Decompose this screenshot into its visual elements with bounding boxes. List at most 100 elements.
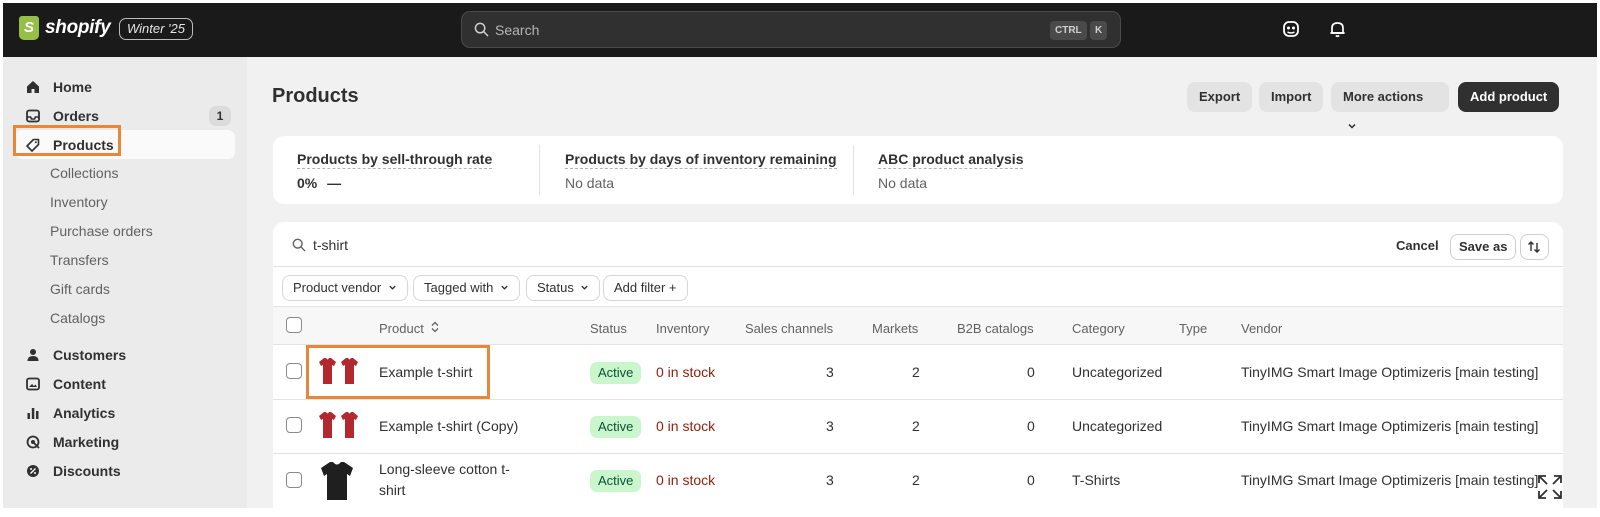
chevron-down-icon — [501, 285, 508, 290]
edition-badge[interactable]: Winter '25 — [119, 18, 193, 40]
category-value: Uncategorized — [1072, 364, 1163, 380]
select-all-checkbox[interactable] — [286, 317, 302, 333]
column-header-type[interactable]: Type — [1179, 321, 1208, 336]
column-header-b2b-catalogs[interactable]: B2B catalogs — [957, 321, 1034, 336]
table-search-query[interactable]: t-shirt — [313, 237, 348, 253]
vendor-value: TinyIMG Smart Image Optimizeris [main te… — [1241, 418, 1539, 434]
filter-product-vendor[interactable]: Product vendor — [282, 275, 408, 301]
highlight-example-tshirt — [306, 345, 490, 399]
image-icon — [25, 376, 41, 392]
save-as-button[interactable]: Save as — [1450, 234, 1517, 260]
red-tshirts-thumbnail — [319, 412, 358, 438]
sidebar-label: Customers — [53, 346, 127, 363]
divider — [273, 399, 1563, 400]
divider — [273, 266, 1563, 267]
metric-title-days-inventory[interactable]: Products by days of inventory remaining — [565, 151, 837, 169]
row-checkbox[interactable] — [286, 363, 302, 379]
cancel-button[interactable]: Cancel — [1396, 238, 1439, 253]
product-name[interactable]: Example t-shirt (Copy) — [379, 418, 519, 434]
import-button[interactable]: Import — [1259, 82, 1324, 112]
sidebar-item-discounts[interactable]: Discounts — [15, 456, 235, 485]
column-header-markets[interactable]: Markets — [872, 321, 919, 336]
filter-tagged-with[interactable]: Tagged with — [413, 275, 521, 301]
filter-label: Product vendor — [293, 280, 382, 295]
sidebar-label: Home — [53, 78, 92, 95]
status-badge: Active — [590, 416, 642, 438]
add-filter-button[interactable]: Add filter + — [603, 275, 688, 301]
sidebar: Home Orders 1 Products Collections Inven… — [3, 57, 247, 508]
add-product-button[interactable]: Add product — [1458, 82, 1560, 112]
search-bar[interactable]: Search CTRL K — [461, 11, 1121, 48]
chevron-down-icon — [1348, 123, 1356, 129]
shortcut-k: K — [1090, 21, 1108, 40]
inventory-value: 0 in stock — [656, 472, 716, 488]
column-header-inventory[interactable]: Inventory — [656, 321, 710, 336]
sidebar-label: Analytics — [53, 404, 116, 421]
b2b-catalogs-value: 0 — [1027, 472, 1035, 488]
inventory-value: 0 in stock — [656, 364, 716, 380]
column-header-sales-channels[interactable]: Sales channels — [745, 321, 834, 336]
sidebar-item-marketing[interactable]: Marketing — [15, 427, 235, 456]
sidebar-label: Products — [53, 136, 114, 153]
sort-button[interactable] — [1520, 234, 1549, 260]
product-name[interactable]: Example t-shirt — [379, 364, 473, 380]
column-header-vendor[interactable]: Vendor — [1241, 321, 1283, 336]
export-button[interactable]: Export — [1187, 82, 1253, 112]
metric-trend: — — [327, 175, 342, 191]
chevron-down-icon — [389, 285, 396, 290]
metric-divider — [853, 145, 854, 195]
shopify-logo[interactable]: S shopify — [19, 16, 111, 40]
top-bar: S shopify Winter '25 Search CTRL K — [3, 3, 1597, 57]
row-checkbox[interactable] — [286, 472, 302, 488]
search-placeholder: Search — [495, 22, 540, 38]
more-actions-label: More actions — [1343, 89, 1424, 104]
home-icon — [25, 79, 41, 95]
column-header-category[interactable]: Category — [1072, 321, 1125, 336]
metric-divider — [539, 145, 540, 195]
store-icon[interactable] — [1282, 20, 1300, 38]
expand-icon[interactable] — [1536, 473, 1564, 501]
page-title: Products — [272, 85, 359, 107]
category-value: Uncategorized — [1072, 418, 1163, 434]
sidebar-subitem-catalogs[interactable]: Catalogs — [50, 310, 106, 326]
status-badge: Active — [590, 470, 642, 492]
highlight-products-nav — [13, 125, 121, 156]
filter-label: Status — [537, 280, 574, 295]
sort-icon — [431, 321, 439, 333]
sidebar-subitem-gift-cards[interactable]: Gift cards — [50, 281, 110, 297]
status-badge: Active — [590, 362, 642, 384]
more-actions-button[interactable]: More actions — [1331, 82, 1449, 129]
shortcut-ctrl: CTRL — [1050, 21, 1087, 40]
column-header-status[interactable]: Status — [590, 321, 627, 336]
sidebar-subitem-collections[interactable]: Collections — [50, 165, 119, 181]
sidebar-subitem-inventory[interactable]: Inventory — [50, 194, 108, 210]
b2b-catalogs-value: 0 — [1027, 418, 1035, 434]
row-checkbox[interactable] — [286, 417, 302, 433]
divider — [273, 344, 1563, 345]
app-window: S shopify Winter '25 Search CTRL K Home … — [3, 3, 1597, 508]
metric-title-sell-through[interactable]: Products by sell-through rate — [297, 151, 493, 169]
sidebar-subitem-purchase-orders[interactable]: Purchase orders — [50, 223, 153, 239]
sidebar-subitem-transfers[interactable]: Transfers — [50, 252, 109, 268]
column-header-product[interactable]: Product — [379, 321, 440, 336]
metric-title-abc[interactable]: ABC product analysis — [878, 151, 1024, 169]
sidebar-item-content[interactable]: Content — [15, 369, 235, 398]
tag-icon — [25, 137, 41, 153]
red-tshirts-thumbnail — [319, 358, 358, 384]
black-tshirt-thumbnail — [321, 462, 353, 500]
sidebar-label: Orders — [53, 107, 99, 124]
filter-status[interactable]: Status — [526, 275, 601, 301]
vendor-value: TinyIMG Smart Image Optimizeris [main te… — [1241, 472, 1539, 488]
bell-icon[interactable] — [1329, 20, 1346, 38]
sidebar-item-orders[interactable]: Orders 1 — [15, 101, 235, 130]
product-name-line1[interactable]: Long-sleeve cotton t- — [379, 461, 510, 477]
target-icon — [25, 434, 41, 450]
sidebar-item-customers[interactable]: Customers — [15, 340, 235, 369]
sidebar-item-home[interactable]: Home — [15, 72, 235, 101]
product-name-line2[interactable]: shirt — [379, 482, 406, 498]
divider — [273, 306, 1563, 307]
sidebar-item-analytics[interactable]: Analytics — [15, 398, 235, 427]
chevron-down-icon — [581, 285, 589, 290]
bar-chart-icon — [25, 405, 41, 421]
sales-channels-value: 3 — [826, 472, 834, 488]
